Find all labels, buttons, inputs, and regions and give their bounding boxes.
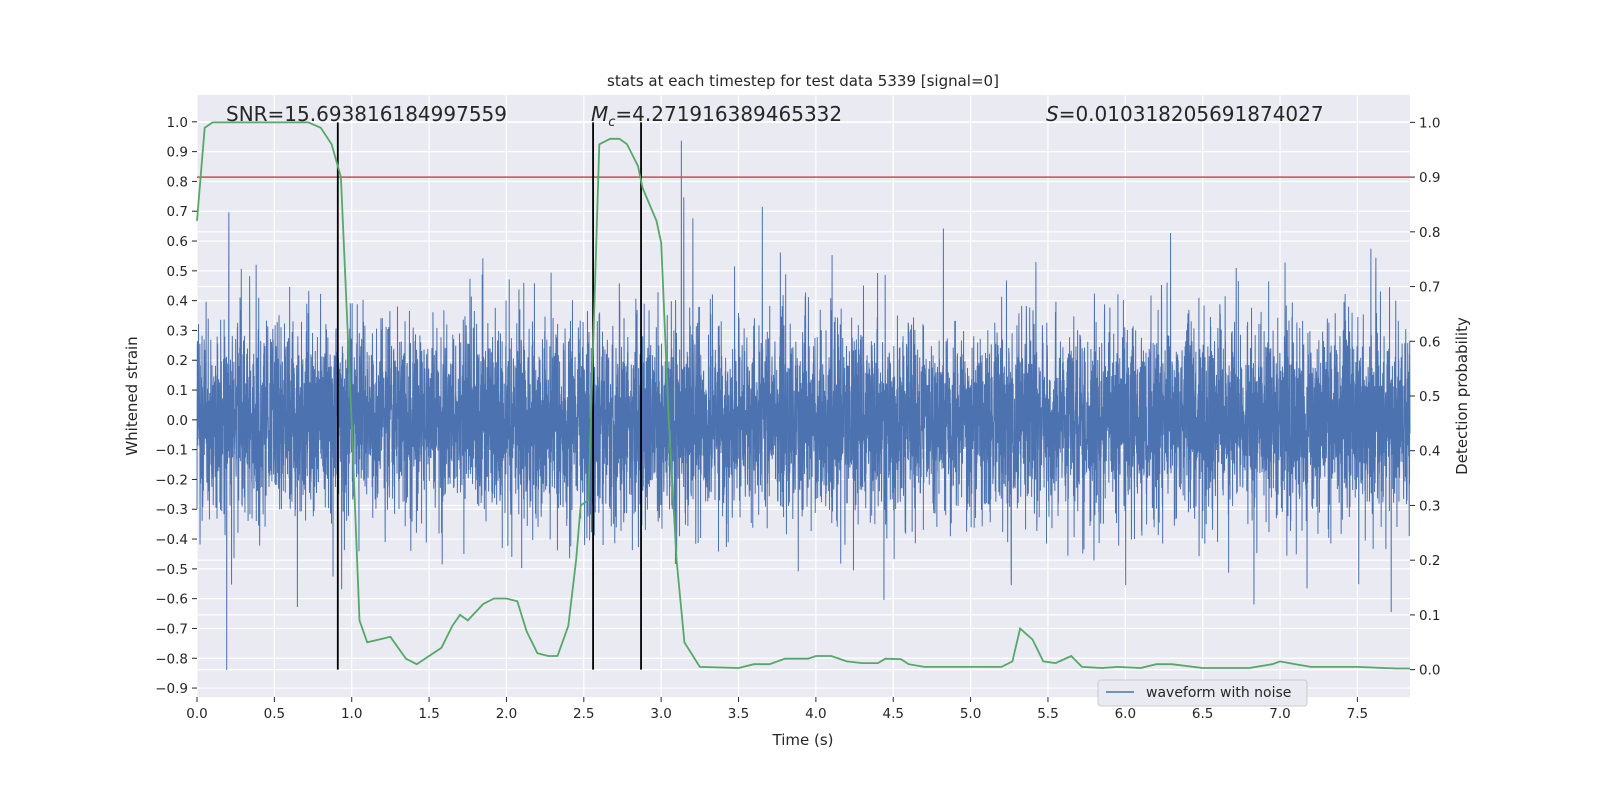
chirp-mass-annotation: Mc=4.271916389465332 (591, 102, 842, 130)
y-tick-label: −0.5 (155, 562, 188, 578)
legend: waveform with noise (1098, 680, 1307, 706)
x-tick-label: 7.0 (1269, 706, 1290, 722)
mc-subscript: c (608, 115, 615, 130)
x-tick-label: 3.5 (728, 706, 749, 722)
y-tick-label: −0.4 (155, 532, 188, 548)
y-tick-label: 0.2 (167, 353, 188, 369)
y-axis-right-label: Detection probability (1453, 317, 1471, 475)
x-tick-label: 6.5 (1192, 706, 1213, 722)
y-tick-label: 0.1 (167, 383, 188, 399)
y-tick-label: 0.8 (167, 174, 188, 190)
y-tick-label: 0.0 (167, 413, 188, 429)
y-tick-label: −0.1 (155, 443, 188, 459)
x-tick-label: 6.0 (1115, 706, 1136, 722)
y-tick-label: 0.5 (167, 264, 188, 280)
y-tick-label: −0.7 (155, 621, 188, 637)
x-tick-label: 4.5 (882, 706, 903, 722)
y-tick-label: −0.3 (155, 502, 188, 518)
x-tick-label: 2.5 (573, 706, 594, 722)
y-right-tick-label: 1.0 (1419, 115, 1440, 131)
y-right-tick-label: 0.2 (1419, 553, 1440, 569)
x-tick-label: 5.5 (1037, 706, 1058, 722)
x-tick-label: 3.0 (650, 706, 671, 722)
x-tick-label: 4.0 (805, 706, 826, 722)
y-right-tick-label: 0.3 (1419, 498, 1440, 514)
legend-label-waveform: waveform with noise (1146, 685, 1291, 701)
y-tick-label: 0.4 (167, 294, 188, 310)
x-tick-label: 1.5 (418, 706, 439, 722)
y-right-tick-label: 0.8 (1419, 225, 1440, 241)
y-tick-label: 0.9 (167, 145, 188, 161)
s-annotation: S=0.010318205691874027 (1046, 102, 1324, 126)
y-tick-label: −0.2 (155, 472, 188, 488)
y-right-tick-label: 0.4 (1419, 444, 1440, 460)
y-right-tick-label: 0.0 (1419, 663, 1440, 679)
y-axis-label: Whitened strain (123, 336, 141, 455)
s-symbol: S (1046, 102, 1059, 126)
chart-title: stats at each timestep for test data 533… (607, 72, 999, 90)
y-right-tick-label: 0.9 (1419, 170, 1440, 186)
y-tick-label: 0.6 (167, 234, 188, 250)
snr-annotation: SNR=15.693816184997559 (226, 102, 507, 126)
x-axis-label: Time (s) (772, 731, 834, 749)
y-tick-label: 0.7 (167, 204, 188, 220)
y-tick-label: −0.9 (155, 681, 188, 697)
x-tick-label: 7.5 (1347, 706, 1368, 722)
s-value: =0.010318205691874027 (1059, 102, 1324, 126)
x-tick-label: 0.5 (264, 706, 285, 722)
y-tick-label: 1.0 (167, 115, 188, 131)
y-right-tick-label: 0.5 (1419, 389, 1440, 405)
x-tick-label: 5.0 (960, 706, 981, 722)
y-right-tick-label: 0.7 (1419, 280, 1440, 296)
x-tick-label: 0.0 (186, 706, 207, 722)
y-tick-label: −0.8 (155, 651, 188, 667)
y-right-tick-label: 0.6 (1419, 334, 1440, 350)
x-tick-label: 2.0 (496, 706, 517, 722)
mc-value: =4.271916389465332 (615, 102, 842, 126)
y-tick-label: 0.3 (167, 323, 188, 339)
x-tick-label: 1.0 (341, 706, 362, 722)
y-tick-label: −0.6 (155, 592, 188, 608)
y-right-tick-label: 0.1 (1419, 608, 1440, 624)
mc-symbol: M (591, 102, 608, 126)
